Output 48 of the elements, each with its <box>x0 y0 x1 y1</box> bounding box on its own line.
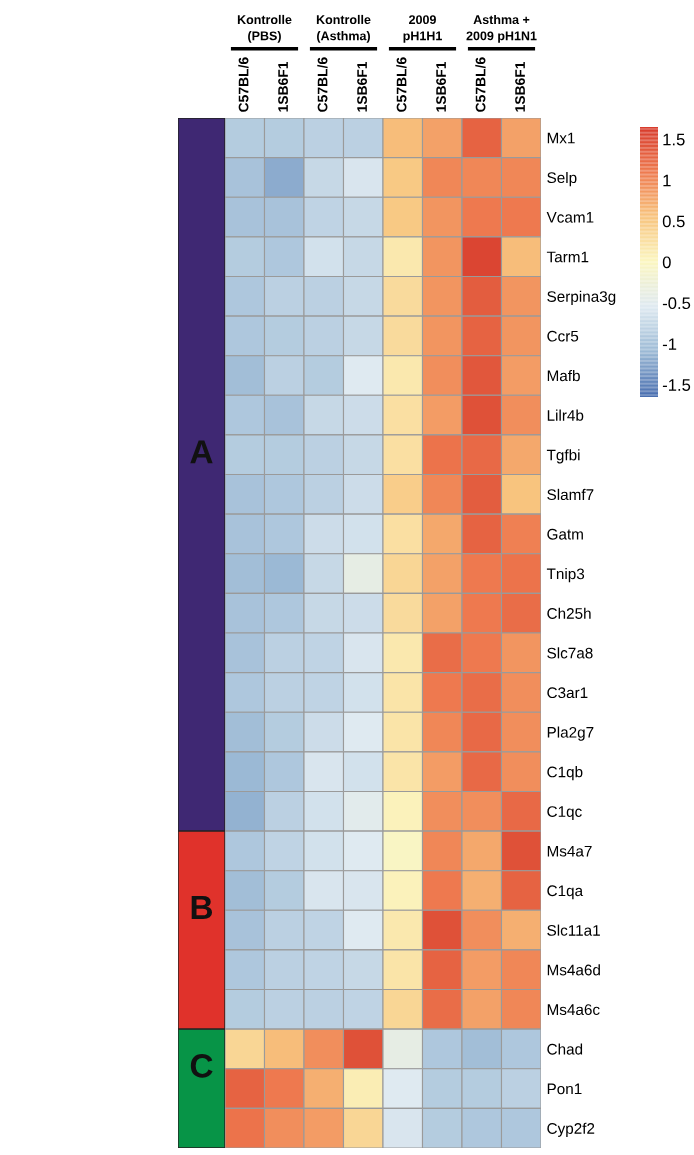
text: Asthma + 2009 pH1N1 <box>466 14 537 43</box>
y-tick-label: Slamf7 <box>547 488 594 501</box>
y-tick-label: Ch25h <box>547 607 591 619</box>
text: 2009 pH1H1 <box>403 15 442 43</box>
text: Kontrolle (PBS) <box>237 14 292 43</box>
y-tick-label: Pon1 <box>547 1083 582 1095</box>
y-tick-label: Serpina3g <box>547 290 616 305</box>
x-tick-label: 1SB6F1 <box>515 61 525 112</box>
x-tick-label: C57BL/6 <box>475 57 486 112</box>
y-tick-label: Tnip3 <box>546 568 585 583</box>
color-bar-label: 1.5 <box>663 133 685 146</box>
y-tick-label: Mafb <box>547 369 580 382</box>
y-tick-label: Tarm1 <box>546 251 589 263</box>
y-tick-label: C1qc <box>547 806 582 820</box>
y-tick-label: Ms4a7 <box>547 845 592 857</box>
y-tick-label: Slc7a8 <box>547 647 593 659</box>
y-tick-label: Ms4a6d <box>547 964 600 976</box>
y-tick-label: Lilr4b <box>547 409 584 421</box>
y-tick-label: Tgfbi <box>546 449 580 464</box>
x-tick-label: 1SB6F1 <box>278 61 288 112</box>
text: Kontrolle (Asthma) <box>316 14 371 43</box>
color-bar-label: 0 <box>662 256 671 269</box>
y-tick-label: Gatm <box>547 528 583 540</box>
y-tick-label: C1qb <box>547 766 583 781</box>
color-bar-label: -1 <box>662 338 677 350</box>
color-bar-label: 0.5 <box>662 215 685 228</box>
color-bar-label: -1.5 <box>662 379 691 391</box>
x-tick-label: 1SB6F1 <box>436 61 446 112</box>
y-tick-label: Cyp2f2 <box>547 1122 595 1137</box>
text: C <box>190 1054 213 1078</box>
y-tick-label: Chad <box>547 1043 583 1055</box>
y-tick-label: C1qa <box>547 885 584 900</box>
y-tick-label: C3ar1 <box>547 687 588 699</box>
text: A <box>190 440 213 464</box>
y-tick-label: Pla2g7 <box>547 726 594 741</box>
x-tick-label: 1SB6F1 <box>357 61 367 112</box>
x-tick-label: C57BL/6 <box>317 57 328 112</box>
x-tick-label: C57BL/6 <box>238 57 249 112</box>
color-bar-label: -0.5 <box>662 297 691 310</box>
text: B <box>191 896 213 919</box>
color-bar-label: 1 <box>663 174 671 187</box>
y-tick-label: Selp <box>547 171 577 187</box>
y-tick-label: Ms4a6c <box>547 1004 600 1016</box>
y-tick-label: Mx1 <box>547 132 575 144</box>
y-tick-label: Vcam1 <box>546 212 594 223</box>
y-tick-label: Ccr5 <box>547 330 579 342</box>
y-tick-label: Slc11a1 <box>547 924 600 936</box>
x-tick-label: C57BL/6 <box>396 57 407 112</box>
